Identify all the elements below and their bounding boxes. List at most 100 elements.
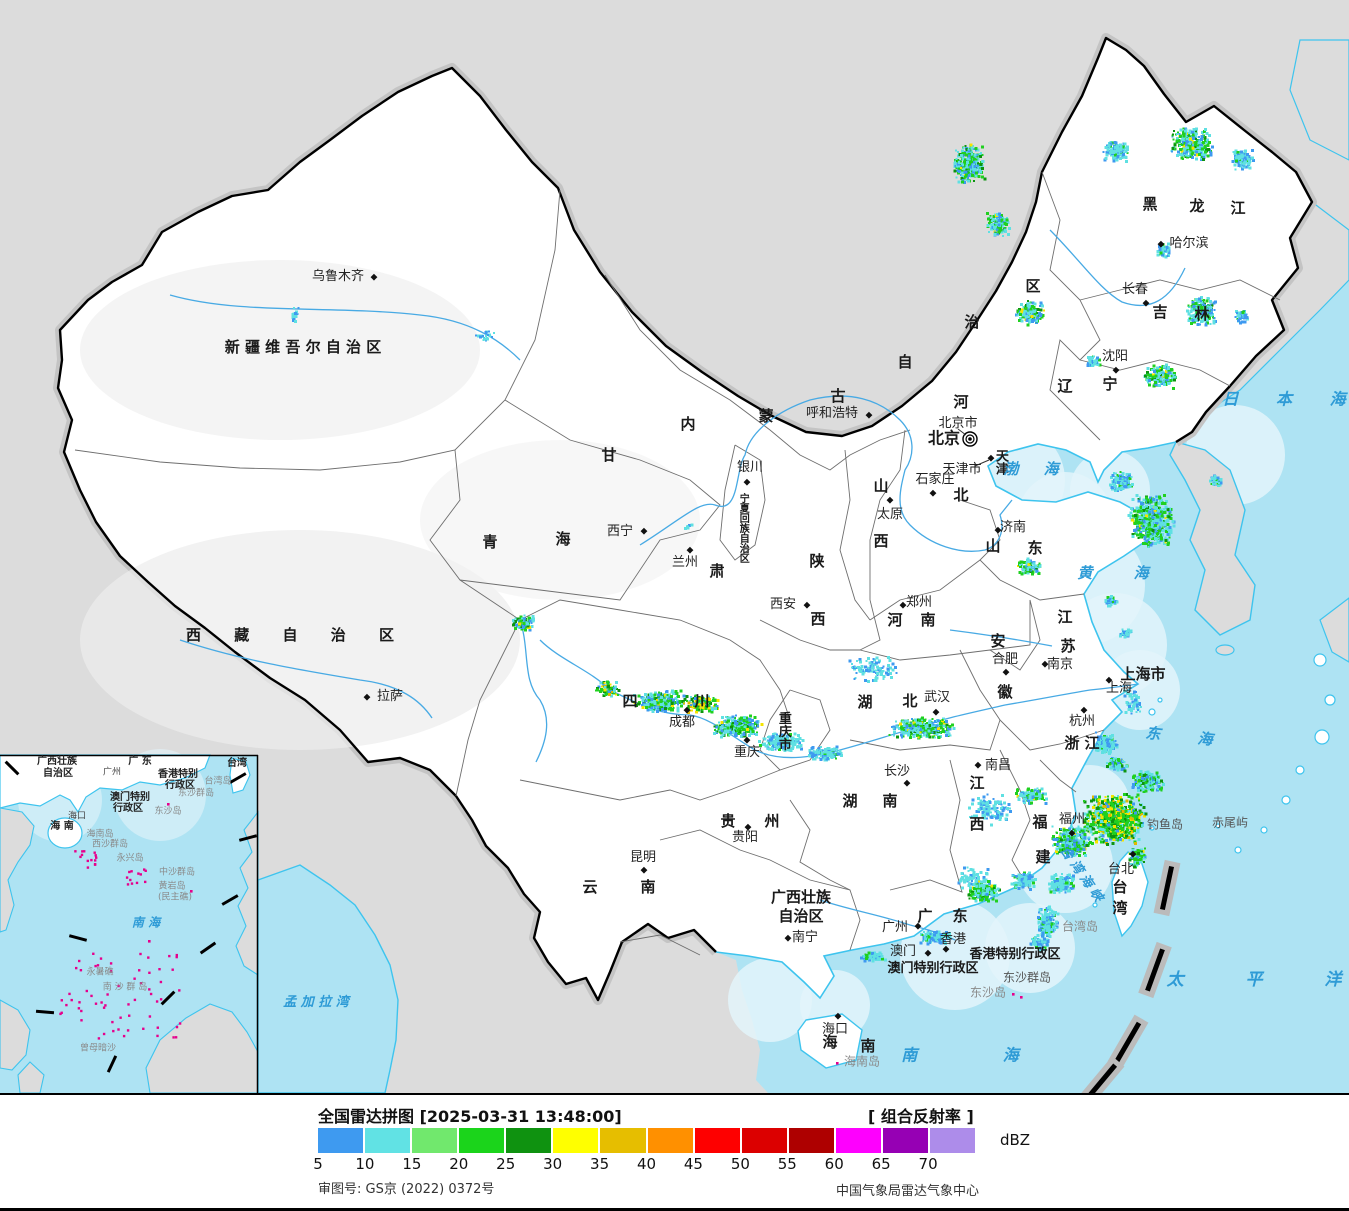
island-mark xyxy=(140,982,142,984)
small-island xyxy=(1216,824,1220,828)
island-mark xyxy=(137,872,139,874)
island-mark xyxy=(142,1028,144,1030)
island-mark xyxy=(103,1033,105,1035)
small-island xyxy=(1296,766,1304,774)
island-mark xyxy=(836,1062,839,1065)
product-type-label: [ 组合反射率 ] xyxy=(868,1103,974,1127)
island-mark xyxy=(65,1004,67,1006)
island-mark xyxy=(100,1001,102,1003)
island-mark xyxy=(80,1019,82,1021)
island-mark xyxy=(149,1015,151,1017)
island-mark xyxy=(106,993,108,995)
colorbar-tick: 15 xyxy=(402,1155,421,1173)
colorbar-segment-55 xyxy=(789,1128,834,1153)
island-mark xyxy=(148,972,150,974)
small-island xyxy=(1093,903,1097,907)
island-mark xyxy=(74,850,76,852)
island-mark xyxy=(160,981,162,983)
island-mark xyxy=(78,1001,80,1003)
colorbar-segment-60 xyxy=(836,1128,881,1153)
island-mark xyxy=(94,863,96,865)
island-mark xyxy=(127,883,129,885)
small-island xyxy=(1158,698,1162,702)
island-mark xyxy=(130,870,132,872)
island-mark xyxy=(148,940,151,943)
island-mark xyxy=(156,1000,158,1002)
island-mark xyxy=(143,868,145,870)
island-mark xyxy=(167,803,170,806)
island-mark xyxy=(158,968,160,970)
island-mark xyxy=(133,978,135,980)
reflectivity-colorbar xyxy=(318,1128,975,1153)
island-mark xyxy=(112,1030,114,1032)
island-mark xyxy=(176,956,178,958)
colorbar-segment-30 xyxy=(553,1128,598,1153)
island-mark xyxy=(80,1010,82,1012)
agency-label: 中国气象局雷达气象中心 xyxy=(836,1180,979,1199)
island-mark xyxy=(138,969,140,971)
island-mark xyxy=(172,969,174,971)
small-island xyxy=(1314,654,1326,666)
island-mark xyxy=(139,953,141,955)
island-mark xyxy=(156,1035,158,1037)
island-mark xyxy=(97,964,99,966)
island-mark xyxy=(144,881,146,883)
colorbar-segment-70 xyxy=(930,1128,975,1153)
colorbar-segment-25 xyxy=(506,1128,551,1153)
island-mark xyxy=(111,1021,113,1023)
colorbar-tick: 45 xyxy=(684,1155,703,1173)
colorbar-tick: 40 xyxy=(637,1155,656,1173)
small-island xyxy=(1149,709,1155,715)
colorbar-segment-20 xyxy=(459,1128,504,1153)
colorbar-tick: 65 xyxy=(872,1155,891,1173)
island-mark xyxy=(172,1036,174,1038)
colorbar-tick: 60 xyxy=(825,1155,844,1173)
island-mark xyxy=(86,990,88,992)
island-mark xyxy=(147,956,149,958)
island-mark xyxy=(95,857,97,859)
island-mark xyxy=(98,1037,100,1039)
island-mark xyxy=(119,1017,121,1019)
island-mark xyxy=(157,1027,159,1029)
island-mark xyxy=(148,988,150,990)
island-mark xyxy=(90,995,92,997)
colorbar-segment-35 xyxy=(600,1128,645,1153)
island-mark xyxy=(175,1036,177,1038)
island-mark xyxy=(131,882,133,884)
island-mark xyxy=(95,1003,97,1005)
small-island xyxy=(1325,695,1335,705)
jeju-island xyxy=(1216,645,1234,655)
island-mark xyxy=(1020,996,1023,999)
island-mark xyxy=(110,970,112,972)
small-island xyxy=(1282,796,1290,804)
island-mark xyxy=(117,985,119,987)
island-mark xyxy=(128,871,130,873)
radar-coverage-area xyxy=(985,903,1075,993)
colorbar-tick: 20 xyxy=(449,1155,468,1173)
colorbar-segment-15 xyxy=(412,1128,457,1153)
small-island xyxy=(1261,827,1267,833)
island-mark xyxy=(68,993,70,995)
colorbar-segment-5 xyxy=(318,1128,363,1153)
colorbar-segment-45 xyxy=(695,1128,740,1153)
island-mark xyxy=(168,955,170,957)
map-title: 全国雷达拼图 [2025-03-31 13:48:00] xyxy=(318,1103,622,1127)
colorbar-tick: 25 xyxy=(496,1155,515,1173)
island-mark xyxy=(129,879,131,881)
island-mark xyxy=(94,852,96,854)
island-mark xyxy=(94,965,96,967)
island-mark xyxy=(176,1026,178,1028)
colorbar-segment-40 xyxy=(648,1128,693,1153)
island-mark xyxy=(136,882,138,884)
colorbar-tick: 30 xyxy=(543,1155,562,1173)
island-mark xyxy=(79,856,81,858)
island-mark xyxy=(1012,993,1015,996)
map-svg xyxy=(0,0,1349,1093)
island-mark xyxy=(75,967,77,969)
island-mark xyxy=(190,890,193,893)
colorbar-tick: 5 xyxy=(313,1155,323,1173)
island-mark xyxy=(61,1012,63,1014)
island-mark xyxy=(87,866,89,868)
